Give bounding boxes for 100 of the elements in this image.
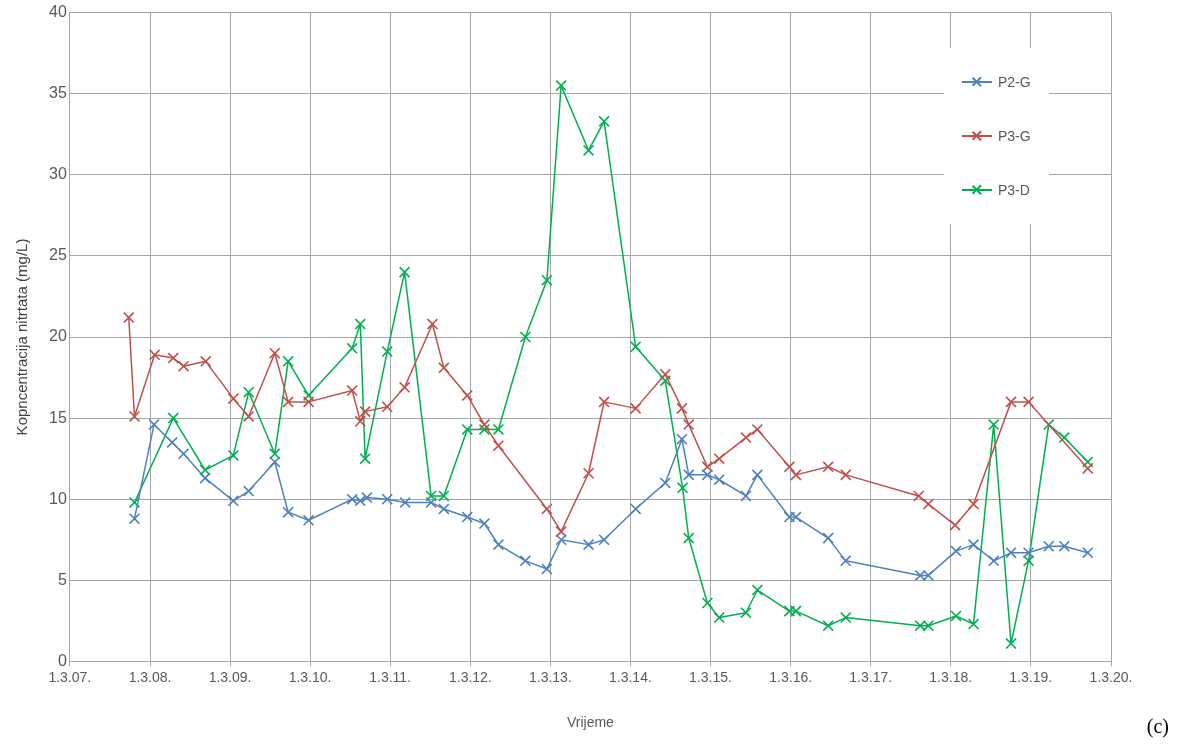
point [381,401,394,413]
point [1022,546,1035,559]
x-tick-label: 1.3.09. [208,668,252,685]
point [438,490,450,502]
x-tick-label: 1.3.18. [929,668,973,685]
point [922,498,935,510]
point [682,532,695,544]
point [359,405,371,418]
point [790,469,802,481]
point [1082,546,1094,559]
point [199,355,212,368]
point [438,362,450,374]
point [242,410,255,423]
point [346,342,358,355]
y-tick-label: 40 [49,3,67,21]
point [354,495,367,507]
point [381,493,394,505]
point [269,347,281,359]
point [839,611,852,624]
point [302,396,315,408]
x-tick-label: 1.3.19. [1009,668,1053,685]
point [701,469,714,481]
point [282,506,294,518]
point [629,340,642,353]
point [1082,462,1094,475]
point [676,482,689,494]
point [425,496,437,509]
point [359,452,371,465]
point [676,433,688,445]
point [967,618,980,630]
point [541,274,553,286]
point [199,472,211,484]
point [598,396,610,408]
point [398,381,411,394]
point [822,461,834,473]
point [282,396,294,408]
point [598,115,610,128]
point [740,606,752,619]
point [822,619,834,632]
point [790,605,802,617]
y-tick-label: 25 [49,246,67,264]
point [302,514,315,527]
point [227,495,240,507]
point [398,266,411,278]
point [541,563,553,575]
point [598,534,610,546]
point [381,345,394,358]
point [949,519,961,531]
point [659,375,672,387]
point [346,384,358,397]
point [950,545,962,557]
point [967,498,980,510]
point [914,569,927,582]
point [682,418,695,431]
point [1022,555,1035,567]
point [987,555,1000,567]
point [713,473,725,486]
point [123,311,135,324]
x-tick-label: 1.3.15. [689,668,732,685]
legend-label: P3-D [998,181,1030,198]
point [361,491,373,504]
point [1042,540,1055,552]
point [269,448,281,460]
point [1005,546,1017,559]
point [582,467,595,479]
point [426,318,439,330]
x-tick-label: 1.3.10. [288,668,332,685]
point [541,503,553,515]
point [1058,540,1071,552]
point [701,461,714,473]
point [713,611,725,624]
point [177,448,190,460]
legend-label: P3-G [998,127,1031,144]
point [751,469,764,481]
point [269,456,281,468]
point [914,619,927,632]
point [740,490,752,502]
point [676,402,688,415]
point [783,461,796,473]
point [629,402,642,415]
y-tick-label: 20 [49,327,67,345]
point [354,415,367,428]
point [399,496,411,509]
point [839,469,852,481]
x-tick-label: 1.3.20. [1089,668,1133,685]
point [1005,396,1017,408]
point [354,318,367,330]
point [492,538,505,551]
point [242,386,255,398]
point [167,412,180,424]
point [839,555,852,567]
point [682,469,695,481]
x-tick-label: 1.3.11. [369,668,412,685]
x-tick-label: 1.3.17. [849,668,893,685]
point [425,490,437,502]
point [967,538,980,551]
x-axis-title: Vrijeme [566,714,615,731]
point [922,569,935,582]
text: (c) [1146,715,1169,738]
point [751,423,764,436]
